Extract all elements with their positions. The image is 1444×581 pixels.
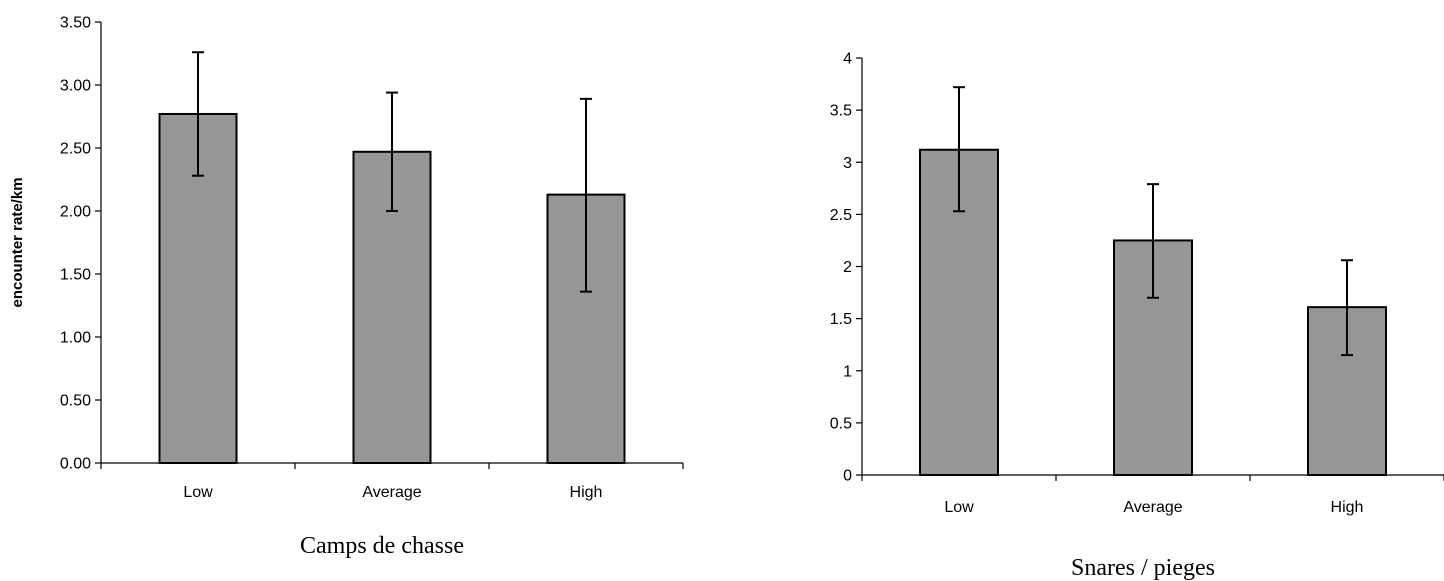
y-tick-label: 2.5	[830, 207, 852, 224]
y-tick-label: 3.50	[60, 15, 91, 32]
y-tick-label: 3.00	[60, 78, 91, 95]
y-tick-label: 3	[843, 155, 852, 172]
y-tick-label: 1.50	[60, 267, 91, 284]
x-tick-label: Average	[362, 484, 421, 501]
y-tick-label: 3.5	[830, 103, 852, 120]
chart-camps-de-chasse: 0.00 0.50 1.00 1.50 2.00 2.50 3.00 3.50 Low Avera…	[9, 15, 684, 559]
y-tick-label: 4	[843, 51, 852, 68]
y-tick-label: 0.5	[830, 415, 852, 432]
y-tick-label: 2.00	[60, 204, 91, 221]
y-tick-label: 0	[843, 468, 852, 485]
chart-snares-pieges: 0 0.5 1 1.5 2 2.5 3 3.5 4 Low Average High Snares / …	[830, 51, 1444, 581]
x-axis-label: Camps de chasse	[300, 533, 464, 559]
y-tick-label: 1.5	[830, 311, 852, 328]
x-tick-label: Low	[944, 499, 974, 516]
y-axis-label: encounter rate/km	[9, 177, 26, 307]
y-tick-label: 2.50	[60, 141, 91, 158]
y-tick-label: 0.50	[60, 393, 91, 410]
x-tick-label: Average	[1123, 499, 1182, 516]
x-tick-label: High	[1331, 499, 1364, 516]
x-axis-label: Snares / pieges	[1071, 555, 1215, 581]
x-tick-label: High	[570, 484, 603, 501]
y-tick-label: 1	[843, 363, 852, 380]
y-tick-label: 1.00	[60, 330, 91, 347]
y-tick-label: 0.00	[60, 456, 91, 473]
x-tick-label: Low	[183, 484, 213, 501]
y-tick-label: 2	[843, 259, 852, 276]
